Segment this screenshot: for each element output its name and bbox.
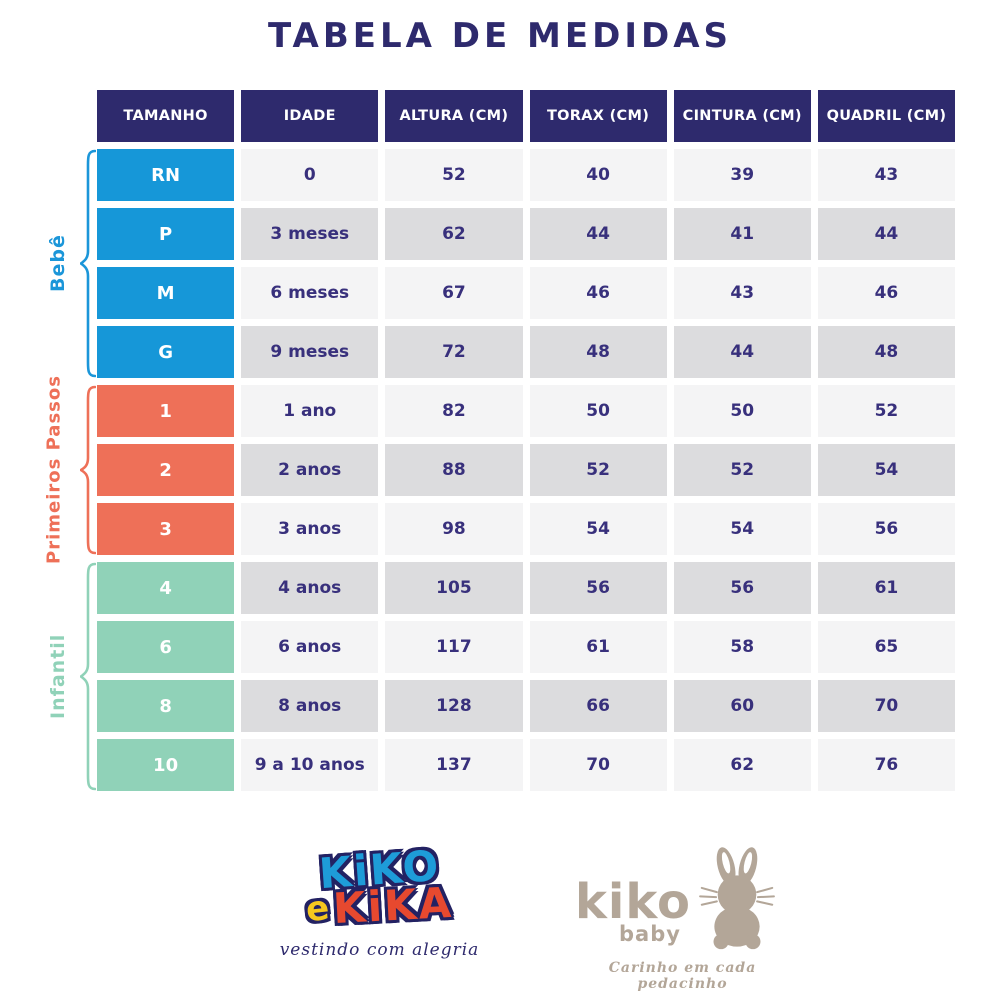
size-cell: 8 (97, 680, 235, 732)
table-cell: 67 (385, 267, 523, 319)
column-header-altura: ALTURA (CM) (385, 90, 523, 142)
table-cell: 8 anos (241, 680, 379, 732)
size-cell: 1 (97, 385, 235, 437)
table-cell: 1 ano (241, 385, 379, 437)
table-cell: 44 (673, 326, 811, 378)
group-label-infantil: Infantil (47, 633, 69, 720)
infantil-brace-icon (80, 562, 96, 791)
kiko-e-kika-logo: KiKO eKiKA vestindo com alegria (262, 841, 497, 960)
table-cell: 105 (385, 562, 523, 614)
table-cell: 82 (385, 385, 523, 437)
size-cell: RN (97, 149, 235, 201)
column-header-cintura: CINTURA (CM) (673, 90, 811, 142)
size-table: Bebê Primeiros Passos Infantil TAMANHO I… (44, 90, 955, 791)
table-cell: 61 (817, 562, 955, 614)
kiko-baby-sub: baby (619, 922, 681, 946)
table-cell: 54 (817, 444, 955, 496)
table-cell: 70 (529, 739, 667, 791)
table-cell: 52 (817, 385, 955, 437)
group-label-primeiros-passos: Primeiros Passos (43, 375, 65, 565)
table-cell: 54 (529, 503, 667, 555)
table-cell: 76 (817, 739, 955, 791)
table-cell: 58 (673, 621, 811, 673)
table-cell: 128 (385, 680, 523, 732)
table-cell: 137 (385, 739, 523, 791)
size-cell: 2 (97, 444, 235, 496)
table-cell: 44 (529, 208, 667, 260)
table-cell: 61 (529, 621, 667, 673)
table-cell: 60 (673, 680, 811, 732)
table-cell: 4 anos (241, 562, 379, 614)
table-cell: 66 (529, 680, 667, 732)
page-title: TABELA DE MEDIDAS (267, 16, 733, 56)
table-cell: 2 anos (241, 444, 379, 496)
size-cell: P (97, 208, 235, 260)
table-cell: 65 (817, 621, 955, 673)
table-cell: 52 (673, 444, 811, 496)
table-cell: 44 (817, 208, 955, 260)
table-cell: 54 (673, 503, 811, 555)
table-cell: 72 (385, 326, 523, 378)
column-header-tamanho: TAMANHO (97, 90, 235, 142)
group-label-bebe: Bebê (47, 234, 69, 293)
table-cell: 3 anos (241, 503, 379, 555)
kiko-baby-logo: kiko baby (575, 846, 790, 992)
column-header-torax: TORAX (CM) (529, 90, 667, 142)
table-cell: 56 (673, 562, 811, 614)
primeiros-passos-brace-icon (80, 385, 96, 555)
bebe-brace-icon (80, 149, 96, 378)
table-cell: 3 meses (241, 208, 379, 260)
kiko-baby-tagline: Carinho em cada pedacinho (608, 960, 757, 992)
table-cell: 88 (385, 444, 523, 496)
table-cell: 98 (385, 503, 523, 555)
size-cell: 6 (97, 621, 235, 673)
table-cell: 62 (385, 208, 523, 260)
table-cell: 46 (529, 267, 667, 319)
table-cell: 41 (673, 208, 811, 260)
table-grid: TAMANHO IDADE ALTURA (CM) TORAX (CM) CIN… (97, 90, 955, 791)
kiko-baby-name: kiko (575, 874, 691, 930)
table-cell: 6 anos (241, 621, 379, 673)
table-cell: 70 (817, 680, 955, 732)
size-cell: 4 (97, 562, 235, 614)
table-cell: 56 (529, 562, 667, 614)
table-cell: 50 (673, 385, 811, 437)
bunny-icon (695, 846, 779, 954)
table-cell: 52 (385, 149, 523, 201)
size-cell: G (97, 326, 235, 378)
table-cell: 0 (241, 149, 379, 201)
size-cell: 10 (97, 739, 235, 791)
table-cell: 39 (673, 149, 811, 201)
size-cell: 3 (97, 503, 235, 555)
column-header-quadril: QUADRIL (CM) (817, 90, 955, 142)
logo-word-e: e (303, 887, 334, 931)
table-cell: 43 (673, 267, 811, 319)
logo-word-kika: KiKA (331, 877, 455, 933)
table-cell: 48 (529, 326, 667, 378)
table-cell: 46 (817, 267, 955, 319)
table-cell: 48 (817, 326, 955, 378)
column-header-idade: IDADE (241, 90, 379, 142)
table-cell: 6 meses (241, 267, 379, 319)
table-cell: 43 (817, 149, 955, 201)
kiko-e-kika-tagline: vestindo com alegria (279, 939, 480, 960)
table-cell: 62 (673, 739, 811, 791)
size-cell: M (97, 267, 235, 319)
table-cell: 52 (529, 444, 667, 496)
table-cell: 40 (529, 149, 667, 201)
table-cell: 117 (385, 621, 523, 673)
table-cell: 9 a 10 anos (241, 739, 379, 791)
table-cell: 50 (529, 385, 667, 437)
table-cell: 56 (817, 503, 955, 555)
table-cell: 9 meses (241, 326, 379, 378)
